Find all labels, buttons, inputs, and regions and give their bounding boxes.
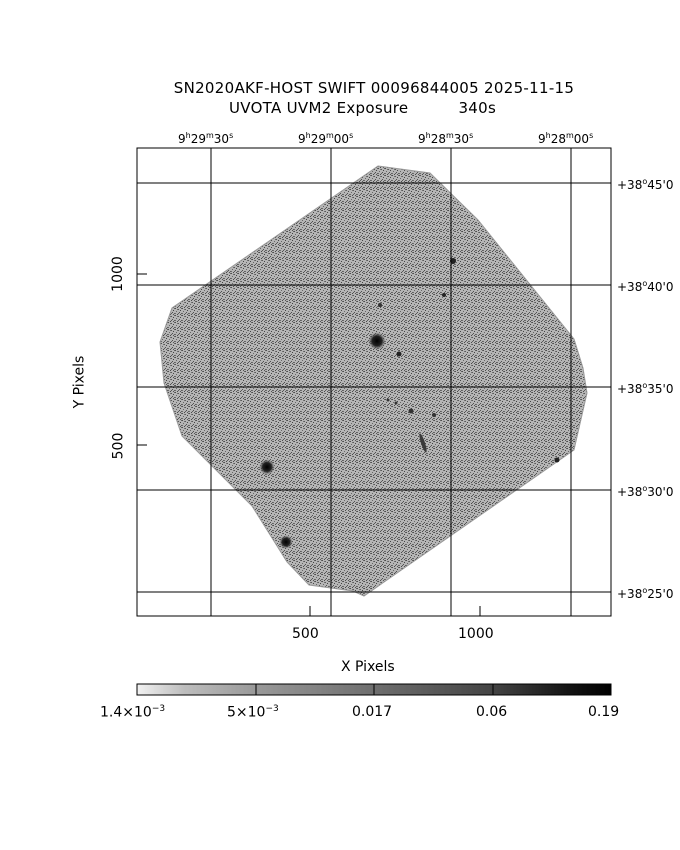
source-11 xyxy=(386,398,390,402)
y-axis-label: Y Pixels xyxy=(71,355,88,409)
ra-label-4: 9h28m00s xyxy=(538,131,594,146)
dec-label-1: +38o45'0 xyxy=(617,177,674,192)
plot-title-line2: UVOTA UVM2 Exposure 340s xyxy=(229,101,496,116)
source-bright-3 xyxy=(279,535,293,549)
source-bright-1 xyxy=(368,332,386,350)
colorbar-tick-5: 0.19 xyxy=(588,704,620,720)
colorbar-tick-4: 0.06 xyxy=(476,704,508,720)
x-tick-1000: 1000 xyxy=(458,626,494,642)
source-5 xyxy=(442,293,446,297)
pixel-ticks xyxy=(137,273,481,616)
plot-title-line1: SN2020AKF-HOST SWIFT 00096844005 2025-11… xyxy=(173,79,575,97)
x-tick-500: 500 xyxy=(292,626,319,642)
exposure-time: 340s xyxy=(458,99,497,117)
source-bright-2 xyxy=(259,459,275,475)
exposure-footprint xyxy=(159,165,588,597)
dec-label-4: +38o30'0 xyxy=(617,484,674,499)
filter-exposure-label: UVOTA UVM2 Exposure xyxy=(229,99,409,117)
wcs-grid xyxy=(137,148,611,616)
ra-label-2: 9h29m00s xyxy=(298,131,354,146)
source-7 xyxy=(396,351,402,357)
source-10 xyxy=(432,413,436,417)
x-axis-label: X Pixels xyxy=(341,659,395,675)
source-12 xyxy=(394,401,398,405)
source-elongated xyxy=(419,433,427,453)
colorbar-tick-3: 0.017 xyxy=(352,704,393,720)
source-8 xyxy=(554,457,560,463)
ra-label-1: 9h29m30s xyxy=(178,131,234,146)
dec-ticks xyxy=(601,182,611,593)
source-6 xyxy=(378,303,382,307)
y-tick-500: 500 xyxy=(110,432,127,460)
ra-label-3: 9h28m30s xyxy=(418,131,474,146)
dec-label-5: +38o25'0 xyxy=(617,586,674,601)
y-tick-1000: 1000 xyxy=(109,256,126,292)
colorbar-dividers xyxy=(255,684,494,695)
plot-frame xyxy=(136,147,612,617)
dec-label-2: +38o40'0 xyxy=(617,279,674,294)
colorbar-tick-2: 5×10−3 xyxy=(227,704,279,721)
colorbar-tick-1: 1.4×10−3 xyxy=(100,704,166,721)
dec-label-3: +38o35'0 xyxy=(617,381,674,396)
source-9 xyxy=(408,408,414,414)
